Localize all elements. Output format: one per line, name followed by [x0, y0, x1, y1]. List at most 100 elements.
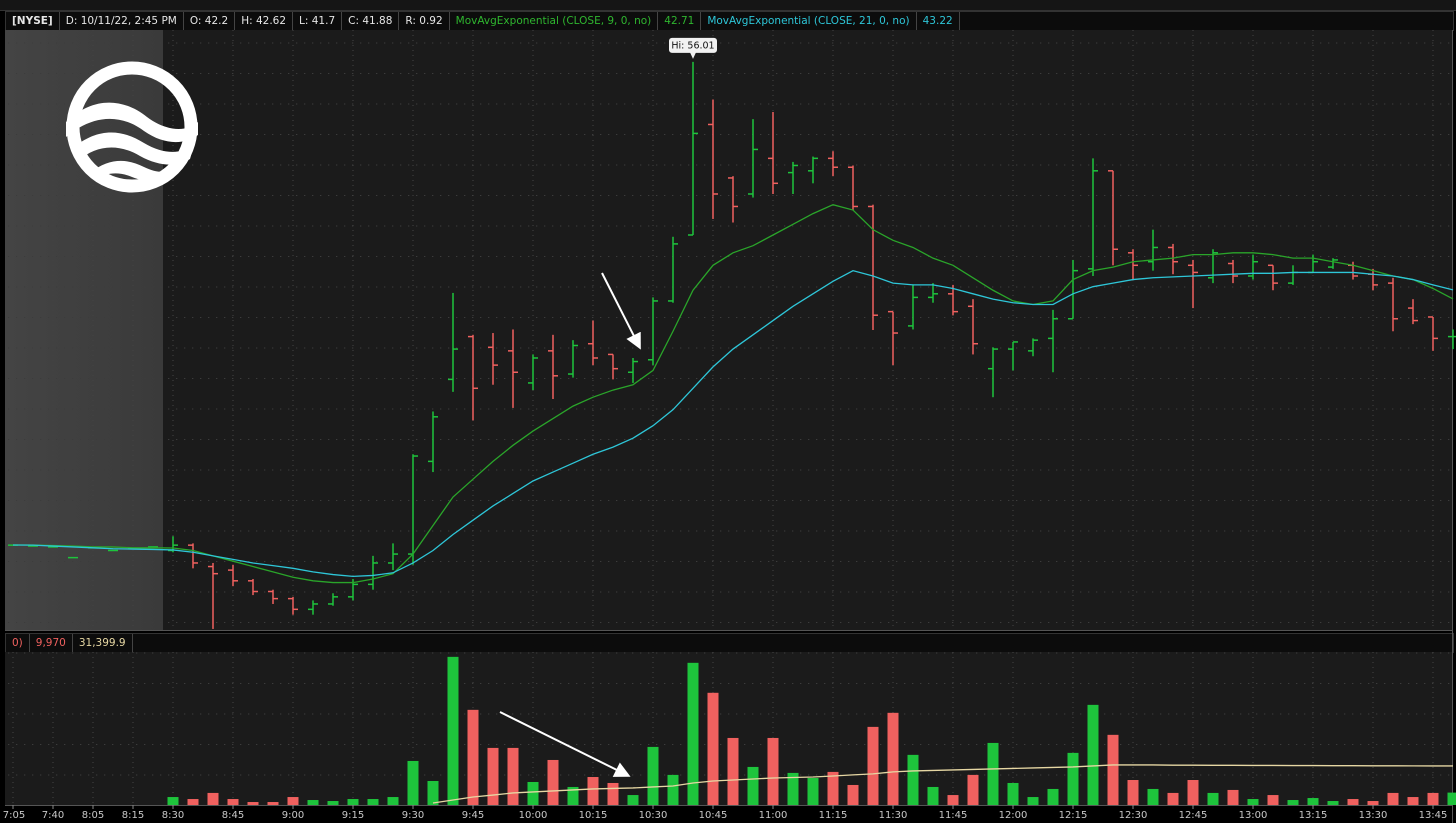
top-strip: [0, 0, 1456, 11]
annotation-arrow: [499, 711, 631, 777]
hi-label: Hi: 56.01: [671, 40, 714, 51]
ema9-value: 42.71: [658, 12, 702, 30]
info-date: D: 10/11/22, 2:45 PM: [60, 12, 184, 30]
volume-bar: [607, 782, 619, 805]
volume-bar: [827, 771, 839, 805]
price-grid: [5, 30, 1452, 630]
x-tick-label: 9:00: [282, 810, 304, 821]
hi-label-pointer: [690, 52, 696, 59]
x-tick-label: 11:30: [879, 810, 908, 821]
volume-bar: [247, 802, 259, 805]
x-tick-label: 7:40: [42, 810, 64, 821]
volume-bar: [1167, 792, 1179, 805]
volume-bar: [407, 760, 419, 805]
volume-bar: [547, 759, 559, 805]
volume-bar: [1147, 788, 1159, 805]
x-tick-label: 10:15: [579, 810, 608, 821]
volume-bar: [787, 772, 799, 805]
price-panel: [5, 30, 1452, 630]
volume-bar: [1287, 800, 1299, 805]
volume-bar: [347, 799, 359, 805]
volume-average-line: [432, 764, 1454, 804]
volume-bar: [807, 778, 819, 805]
logo: [66, 61, 198, 193]
x-tick-label: 12:00: [999, 810, 1028, 821]
info-open: O: 42.2: [184, 12, 236, 30]
x-tick-label: 13:00: [1239, 810, 1268, 821]
volume-bar: [1087, 704, 1099, 805]
info-close: C: 41.88: [342, 12, 400, 30]
volume-bar: [1447, 792, 1456, 805]
volume-bar: [727, 737, 739, 805]
x-tick-label: 9:30: [402, 810, 424, 821]
volume-bar: [1267, 795, 1279, 805]
volume-bar: [487, 747, 499, 805]
volume-bar: [627, 795, 639, 805]
ema21-value: 43.22: [917, 12, 960, 30]
volume-bar: [287, 797, 299, 805]
volume-bar: [1367, 801, 1379, 805]
volume-bar: [447, 656, 459, 805]
info-low: L: 41.7: [293, 12, 343, 30]
ema9-name: MovAvgExponential (CLOSE, 9, 0, no): [450, 12, 659, 30]
volume-bar: [947, 795, 959, 805]
ema-line: [13, 204, 1454, 584]
volume-bar: [987, 742, 999, 805]
volume-bar: [1427, 792, 1439, 805]
x-tick-label: 12:30: [1119, 810, 1148, 821]
x-tick-label: 9:45: [462, 810, 484, 821]
volume-bar: [567, 786, 579, 805]
ema21-name: MovAvgExponential (CLOSE, 21, 0, no): [701, 12, 917, 30]
x-tick-label: 13:30: [1359, 810, 1388, 821]
volume-bar: [1227, 789, 1239, 805]
x-tick-label: 10:30: [639, 810, 668, 821]
volume-bar: [327, 801, 339, 805]
volume-bar: [1387, 792, 1399, 805]
x-tick-label: 8:15: [122, 810, 144, 821]
volume-current: 9,970: [30, 634, 73, 652]
x-tick-label: 13:45: [1419, 810, 1448, 821]
volume-bar: [887, 712, 899, 805]
volume-panel: [5, 652, 1452, 805]
volume-bar: [1347, 799, 1359, 805]
volume-grid: [5, 652, 1452, 805]
volume-bar: [687, 662, 699, 805]
volume-bar: [1207, 792, 1219, 805]
volume-bar: [767, 737, 779, 805]
volume-bar: [227, 799, 239, 805]
x-tick-label: 9:15: [342, 810, 364, 821]
volume-bar: [427, 780, 439, 805]
volume-bar: [527, 781, 539, 805]
volume-bar: [1407, 797, 1419, 805]
volume-bar: [747, 766, 759, 805]
volume-bar: [267, 802, 279, 805]
x-tick-label: 11:15: [819, 810, 848, 821]
annotation-arrow: [601, 272, 641, 350]
volume-bar: [667, 774, 679, 805]
hi-label-box: [669, 37, 717, 53]
x-tick-label: 12:15: [1059, 810, 1088, 821]
x-tick-label: 10:45: [699, 810, 728, 821]
volume-bar: [867, 726, 879, 805]
x-tick-label: 10:00: [519, 810, 548, 821]
exchange: [NYSE]: [6, 12, 60, 30]
volume-average: 31,399.9: [73, 634, 133, 652]
volume-bar: [587, 777, 599, 805]
volume-bar: [467, 709, 479, 805]
volume-bar: [1047, 788, 1059, 805]
volume-bar: [387, 797, 399, 805]
volume-bar: [647, 746, 659, 805]
volume-bar: [1327, 801, 1339, 805]
info-high: H: 42.62: [235, 12, 294, 30]
info-range: R: 0.92: [399, 12, 450, 30]
volume-header: 0) 9,970 31,399.9: [5, 633, 1454, 653]
volume-bar: [507, 747, 519, 805]
x-tick-label: 11:00: [759, 810, 788, 821]
volume-bar: [307, 800, 319, 805]
vertical-grid: 7:05 7:40 8:05 8:15 8:30 8:45 9:00 9:15 9:30 9:45…: [3, 30, 1448, 821]
marks: Hi: 56.01: [8, 37, 1456, 805]
price-header: [NYSE] D: 10/11/22, 2:45 PM O: 42.2 H: 4…: [5, 11, 1454, 31]
volume-bar: [967, 774, 979, 805]
